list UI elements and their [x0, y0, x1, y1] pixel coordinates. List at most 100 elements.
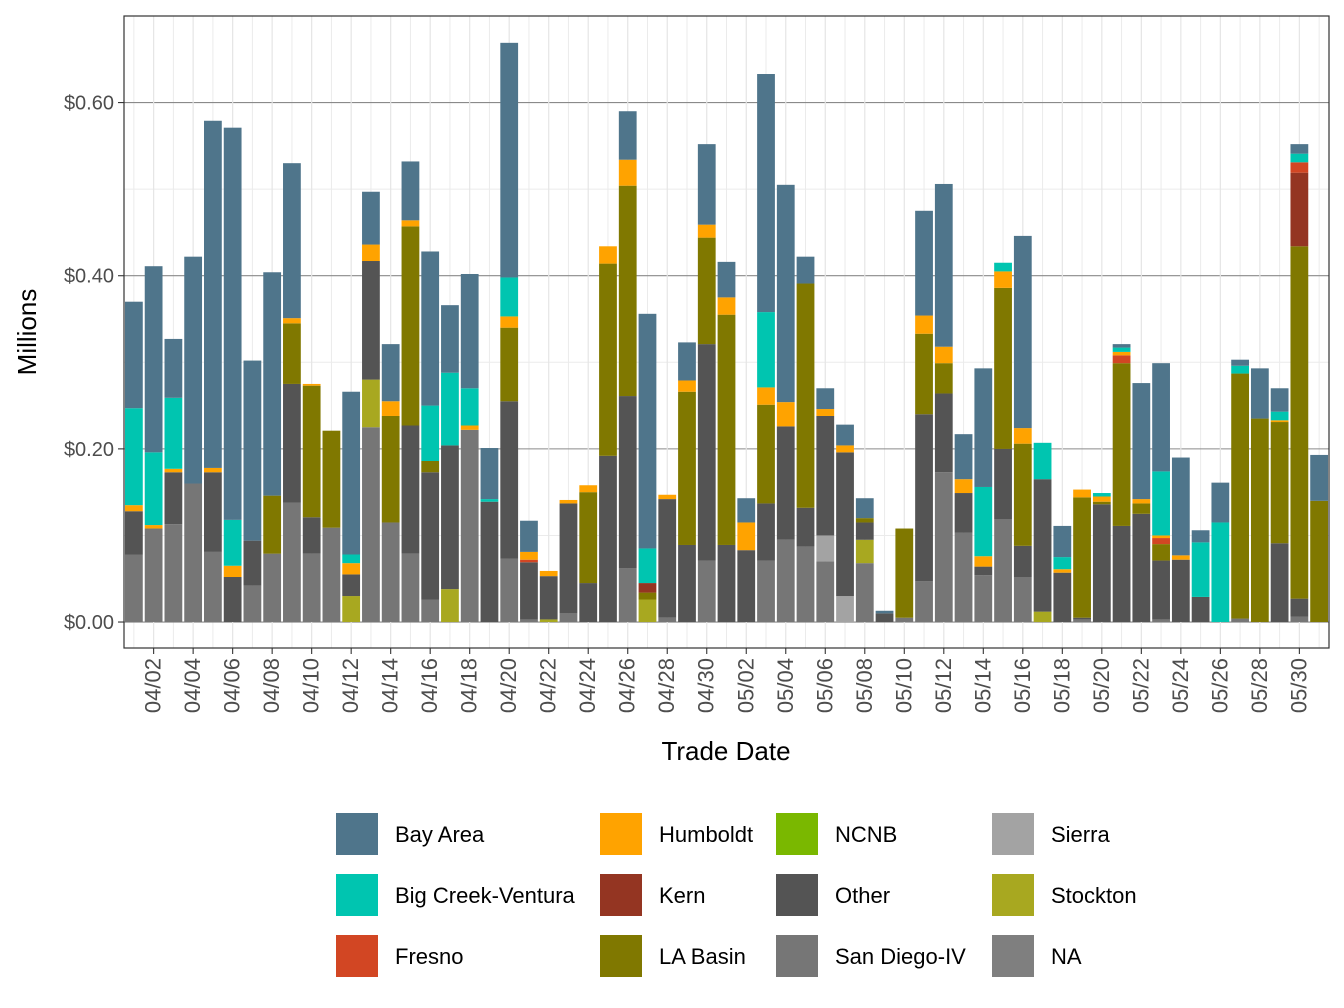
x-tick-label: 04/10 [299, 658, 324, 713]
bar-segment [757, 560, 775, 623]
bar-segment [776, 539, 795, 623]
x-tick-label: 04/08 [259, 658, 284, 713]
legend-key [336, 874, 378, 916]
bar-segment [1112, 355, 1131, 364]
bar-segment [915, 210, 933, 316]
bar-segment [500, 558, 519, 623]
bar-segment [223, 577, 242, 623]
bar-segment [283, 383, 301, 503]
x-tick-label: 04/24 [575, 658, 600, 713]
bar-segment [1231, 365, 1249, 374]
bar-segment [302, 383, 321, 386]
x-tick-label: 04/22 [536, 658, 561, 713]
bar-segment [559, 503, 578, 614]
legend-key [336, 813, 378, 855]
legend-label: LA Basin [659, 944, 746, 969]
legend-key [336, 935, 378, 977]
legend-label: NCNB [835, 822, 897, 847]
bar-segment [1211, 482, 1230, 523]
bar-segment [757, 404, 775, 504]
x-tick-label: 05/16 [1010, 658, 1035, 713]
bar-segment [302, 517, 321, 554]
bar-segment [915, 414, 933, 582]
bar-segment [1250, 418, 1269, 623]
bar-segment [697, 144, 716, 225]
bar-segment [618, 185, 637, 397]
x-tick-label: 05/20 [1089, 658, 1114, 713]
bar-segment [954, 479, 973, 494]
bar-segment [678, 380, 696, 392]
bar-segment [480, 448, 499, 500]
bar-segment [362, 379, 380, 428]
bar-segment [520, 551, 538, 560]
bar-segment [381, 522, 400, 623]
bar-segment [638, 592, 657, 600]
legend-key [992, 874, 1034, 916]
bar-segment [1270, 388, 1289, 412]
bar-segment [243, 540, 262, 586]
bar-segment [776, 402, 795, 427]
bar-segment [184, 256, 203, 484]
bar-segment [1171, 555, 1190, 560]
x-tick-label: 05/30 [1286, 658, 1311, 713]
bar-segment [717, 297, 736, 315]
bar-segment [1073, 619, 1091, 623]
bar-segment [717, 314, 736, 545]
bar-segment [539, 619, 558, 623]
bar-segment [1033, 611, 1052, 623]
bar-segment [1270, 411, 1289, 421]
bar-segment [342, 596, 361, 623]
x-tick-label: 05/04 [773, 658, 798, 713]
bar-segment [342, 554, 361, 564]
bar-segment [1231, 373, 1249, 619]
bar-segment [638, 583, 657, 593]
bar-segment [974, 566, 993, 576]
x-tick-label: 05/22 [1128, 658, 1153, 713]
bar-segment [1152, 471, 1170, 536]
bar-segment [421, 461, 440, 473]
bar-segment [895, 528, 914, 618]
bar-segment [144, 452, 163, 526]
bar-segment [658, 499, 677, 618]
bar-segment [421, 405, 440, 461]
bar-segment [1092, 496, 1111, 502]
bar-segment [302, 385, 321, 518]
bar-segment [1152, 538, 1170, 545]
bar-segment [204, 467, 222, 473]
bar-segment [836, 452, 854, 597]
bar-segment [381, 344, 400, 402]
bar-segment [1132, 513, 1151, 623]
bar-segment [994, 271, 1012, 288]
legend-label: San Diego-IV [835, 944, 966, 969]
bar-segment [124, 511, 143, 555]
bar-segment [124, 408, 143, 506]
x-tick-label: 04/12 [338, 658, 363, 713]
bar-segment [460, 425, 479, 430]
y-axis-title: Millions [12, 289, 42, 376]
bar-segment [855, 498, 874, 519]
bar-segment [994, 287, 1012, 449]
bar-segment [816, 535, 835, 562]
bar-segment [539, 570, 558, 577]
bar-segment [520, 562, 538, 620]
x-tick-label: 05/28 [1247, 658, 1272, 713]
bar-segment [362, 244, 380, 262]
bar-segment [1171, 457, 1190, 556]
bar-segment [480, 501, 499, 623]
bar-segment [401, 553, 420, 623]
legend-key [600, 813, 642, 855]
legend-key [600, 935, 642, 977]
x-tick-label: 04/02 [141, 658, 166, 713]
bar-segment [500, 316, 519, 328]
bar-segment [915, 333, 933, 415]
bar-segment [697, 237, 716, 345]
bar-segment [1112, 363, 1131, 526]
bar-segment [994, 262, 1012, 272]
bar-segment [618, 111, 637, 160]
bar-segment [520, 619, 538, 623]
bar-segment [658, 494, 677, 500]
bar-segment [1290, 153, 1309, 163]
bar-segment [401, 226, 420, 426]
legend-label: Sierra [1051, 822, 1110, 847]
